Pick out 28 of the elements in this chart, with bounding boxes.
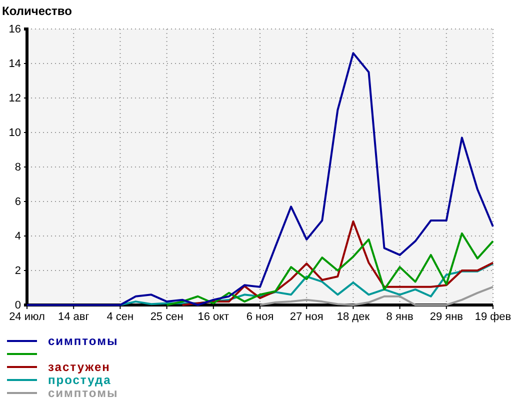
x-tick-label: 27 ноя bbox=[290, 310, 324, 323]
x-tick-label: 24 июл bbox=[9, 310, 45, 323]
line-series bbox=[119, 262, 494, 306]
x-tick-label: 14 авг bbox=[58, 310, 90, 323]
legend-label: симптомы bbox=[48, 334, 118, 348]
y-axis-title: Количество bbox=[2, 4, 72, 18]
legend-label: симптомы bbox=[48, 386, 118, 400]
y-tick-label: 10 bbox=[8, 127, 21, 140]
x-tick-label: 29 янв bbox=[430, 310, 464, 323]
y-tick-label: 2 bbox=[14, 265, 21, 278]
legend-label: простуда bbox=[48, 373, 112, 387]
y-tick-label: 8 bbox=[14, 162, 21, 174]
x-tick-label: 16 окт bbox=[198, 310, 230, 323]
y-tick-label: 16 bbox=[8, 24, 21, 36]
y-tick-label: 14 bbox=[8, 58, 21, 70]
x-tick-label: 6 ноя bbox=[246, 310, 274, 323]
x-tick-label: 8 янв bbox=[386, 310, 414, 323]
y-tick-label: 12 bbox=[8, 92, 21, 105]
x-tick-label: 19 фев bbox=[474, 310, 512, 323]
y-tick-label: 4 bbox=[14, 230, 21, 243]
line-series bbox=[166, 232, 494, 306]
x-tick-label: 18 дек bbox=[336, 310, 370, 323]
y-tick-label: 0 bbox=[14, 300, 21, 312]
legend-label: застужен bbox=[48, 360, 110, 374]
x-tick-label: 25 сен bbox=[150, 310, 184, 323]
x-tick-label: 4 сен bbox=[106, 310, 134, 323]
line-series bbox=[181, 220, 494, 306]
y-tick-label: 6 bbox=[14, 196, 21, 208]
